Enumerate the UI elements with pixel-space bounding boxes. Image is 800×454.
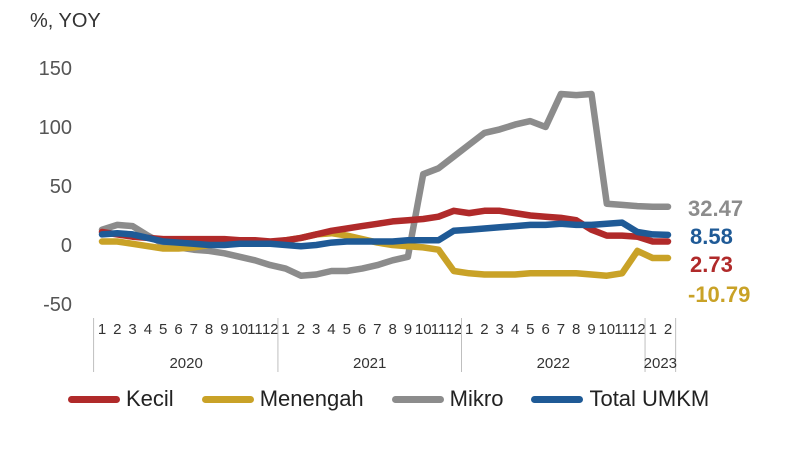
x-tick-label: 8 xyxy=(205,321,213,338)
series-line-kecil xyxy=(98,207,672,245)
year-label: 2020 xyxy=(169,355,202,372)
x-tick-label: 2 xyxy=(480,321,488,338)
x-tick-label: 5 xyxy=(343,321,351,338)
legend-item-total-umkm: Total UMKM xyxy=(531,386,709,412)
x-tick-label: 3 xyxy=(496,321,504,338)
legend-item-kecil: Kecil xyxy=(68,386,174,412)
x-tick-label: 6 xyxy=(174,321,182,338)
end-label-mikro: 32.47 xyxy=(688,196,743,221)
x-tick-label: 7 xyxy=(373,321,381,338)
x-tick-label: 9 xyxy=(404,321,412,338)
x-tick-label: 8 xyxy=(572,321,580,338)
x-tick-label: 10 xyxy=(231,321,248,338)
end-label-total-umkm: 8.58 xyxy=(690,224,733,249)
x-tick-label: 4 xyxy=(511,321,519,338)
legend-swatch-menengah xyxy=(201,395,254,403)
x-tick-label: 12 xyxy=(262,321,279,338)
x-tick-label: 7 xyxy=(557,321,565,338)
end-label-kecil: 2.73 xyxy=(690,252,733,277)
end-value-labels: 2.73 -10.79 32.47 8.58 xyxy=(688,196,750,307)
series-line-total-umkm xyxy=(98,219,672,250)
legend-swatch-mikro xyxy=(391,395,444,403)
series-lines xyxy=(98,90,672,279)
x-tick-label: 11 xyxy=(614,321,630,338)
legend: Kecil Menengah Mikro Total UMKM xyxy=(68,386,737,412)
legend-label-mikro: Mikro xyxy=(449,386,504,411)
x-axis: 1 2 3 4 5 6 7 8 9 10 11 12 1 2 3 4 5 6 7 8 9 10 11 12 1 2 3 4 5 6 7 8 9 1… xyxy=(93,318,677,372)
x-tick-label: 11 xyxy=(247,321,263,338)
x-tick-label: 1 xyxy=(465,321,473,338)
x-tick-label: 9 xyxy=(220,321,228,338)
y-tick-label: -50 xyxy=(43,294,72,316)
y-tick-label: 50 xyxy=(50,176,72,198)
legend-label-total-umkm: Total UMKM xyxy=(589,386,710,411)
x-tick-label: 1 xyxy=(281,321,289,338)
legend-swatch-total-umkm xyxy=(531,395,584,403)
year-label: 2021 xyxy=(353,355,386,372)
y-tick-label: 0 xyxy=(61,235,72,257)
x-tick-label: 11 xyxy=(431,321,447,338)
x-tick-label: 10 xyxy=(598,321,615,338)
legend-swatch-kecil xyxy=(68,395,120,403)
y-tick-label: 100 xyxy=(39,117,72,139)
x-tick-label: 9 xyxy=(587,321,595,338)
y-tick-label: 150 xyxy=(39,58,72,80)
x-tick-label: 12 xyxy=(629,321,646,338)
year-label: 2023 xyxy=(644,355,677,372)
y-axis-unit-label: %, YOY xyxy=(30,10,101,32)
x-tick-label: 4 xyxy=(144,321,152,338)
x-tick-label: 2 xyxy=(297,321,305,338)
legend-item-menengah: Menengah xyxy=(201,386,364,412)
year-label: 2022 xyxy=(537,355,570,372)
legend-item-mikro: Mikro xyxy=(391,386,504,412)
x-tick-label: 1 xyxy=(649,321,657,338)
x-tick-label: 5 xyxy=(159,321,167,338)
x-tick-label: 2 xyxy=(113,321,121,338)
x-tick-label: 12 xyxy=(445,321,462,338)
legend-label-menengah: Menengah xyxy=(259,386,364,411)
x-tick-label: 5 xyxy=(526,321,534,338)
x-tick-label: 3 xyxy=(128,321,136,338)
legend-label-kecil: Kecil xyxy=(126,386,174,411)
x-tick-label: 6 xyxy=(358,321,366,338)
x-tick-label: 4 xyxy=(327,321,335,338)
x-tick-label: 3 xyxy=(312,321,320,338)
x-tick-label: 2 xyxy=(664,321,672,338)
x-tick-label: 10 xyxy=(415,321,432,338)
x-tick-label: 1 xyxy=(98,321,106,338)
y-axis-ticks: 150 100 50 0 -50 xyxy=(39,58,72,316)
end-label-menengah: -10.79 xyxy=(688,282,750,307)
x-tick-label: 7 xyxy=(190,321,198,338)
x-tick-label: 6 xyxy=(541,321,549,338)
x-tick-label: 8 xyxy=(388,321,396,338)
